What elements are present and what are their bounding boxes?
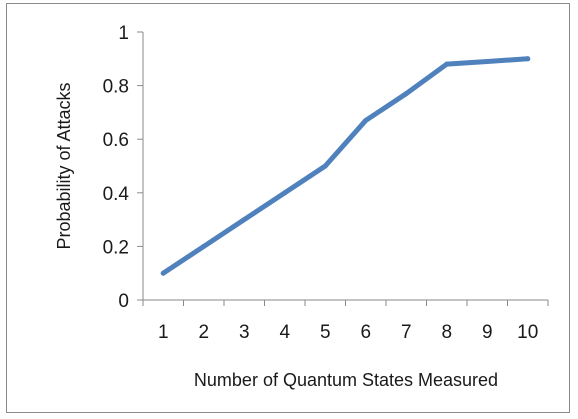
data-point xyxy=(323,164,328,169)
y-axis-ticks: 0 0.2 0.4 0.6 0.8 1 xyxy=(103,23,143,312)
x-tick-label: 4 xyxy=(279,322,290,343)
x-tick-label: 2 xyxy=(198,322,209,343)
y-tick-label: 0.2 xyxy=(103,237,129,258)
data-point xyxy=(444,62,449,67)
x-axis-title: Number of Quantum States Measured xyxy=(194,370,498,390)
x-axis-ticks: 1 2 3 4 5 6 7 8 9 10 xyxy=(143,300,548,343)
data-points xyxy=(161,56,531,275)
series-line xyxy=(163,59,528,273)
x-tick-label: 7 xyxy=(401,322,412,343)
data-point xyxy=(363,118,368,123)
y-tick-label: 0.4 xyxy=(103,184,130,205)
y-tick-label: 0 xyxy=(118,291,129,312)
y-tick-label: 1 xyxy=(118,23,129,44)
x-tick-label: 5 xyxy=(320,322,331,343)
y-tick-label: 0.6 xyxy=(103,130,129,151)
data-point xyxy=(201,244,206,249)
data-point xyxy=(404,91,409,96)
data-point xyxy=(161,271,166,276)
data-point xyxy=(525,56,530,61)
data-point xyxy=(242,217,247,222)
data-point xyxy=(282,190,287,195)
x-tick-label: 3 xyxy=(239,322,250,343)
y-axis-title: Probability of Attacks xyxy=(54,82,74,249)
y-tick-label: 0.8 xyxy=(103,77,129,98)
x-tick-label: 9 xyxy=(482,322,493,343)
x-tick-label: 1 xyxy=(158,322,169,343)
x-tick-label: 8 xyxy=(441,322,452,343)
x-tick-label: 10 xyxy=(517,322,538,343)
data-point xyxy=(485,59,490,64)
x-tick-label: 6 xyxy=(360,322,371,343)
